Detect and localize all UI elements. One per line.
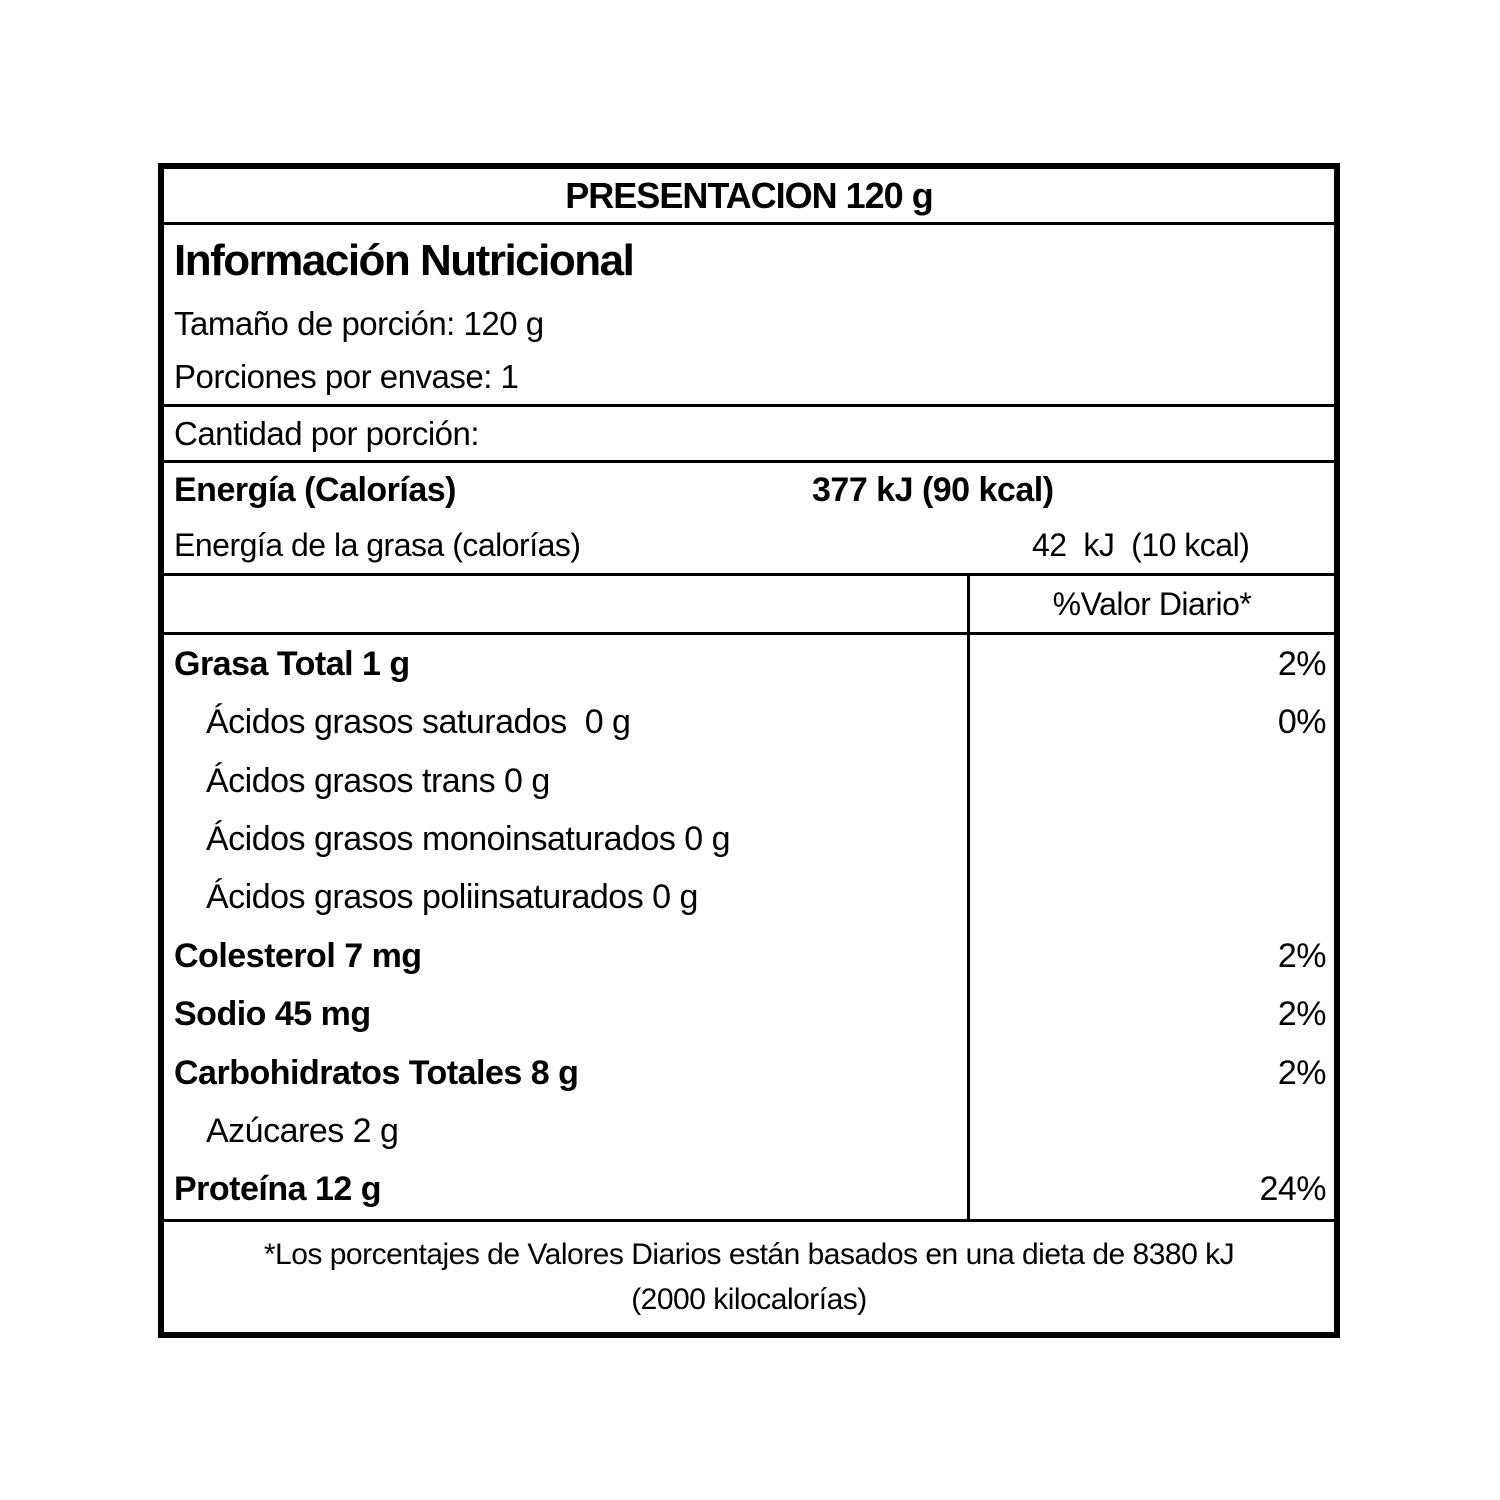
footnote-section: *Los porcentajes de Valores Diarios está… bbox=[164, 1219, 1334, 1332]
table-row: Proteína 12 g 24% bbox=[164, 1160, 1334, 1220]
table-row: Colesterol 7 mg 2% bbox=[164, 927, 1334, 986]
nutrient-label: Ácidos grasos monoinsaturados 0 g bbox=[164, 810, 970, 869]
serving-size-text: Tamaño de porción: 120 g bbox=[174, 304, 544, 342]
nutrient-daily-value bbox=[970, 752, 1334, 810]
table-row: Carbohidratos Totales 8 g 2% bbox=[164, 1043, 1334, 1103]
presentation-header: PRESENTACION 120 g bbox=[164, 169, 1334, 225]
table-row: Azúcares 2 g bbox=[164, 1102, 1334, 1161]
servings-per-container-text: Porciones por envase: 1 bbox=[174, 357, 519, 395]
nutrient-label: Grasa Total 1 g bbox=[164, 635, 970, 694]
nutrient-label: Azúcares 2 g bbox=[164, 1102, 970, 1161]
footnote-line-1: *Los porcentajes de Valores Diarios está… bbox=[263, 1237, 1235, 1271]
nutrient-daily-value: 2% bbox=[1277, 995, 1327, 1034]
nutrition-facts-table: PRESENTACION 120 g Información Nutricion… bbox=[158, 163, 1340, 1338]
energy-fat-row: Energía de la grasa (calorías) 42 kJ (10… bbox=[164, 518, 1334, 573]
presentation-text: PRESENTACION 120 g bbox=[565, 174, 933, 216]
nutrient-label: Ácidos grasos saturados 0 g bbox=[164, 693, 970, 752]
nutrient-label: Proteína 12 g bbox=[164, 1160, 970, 1220]
info-section: Información Nutricional Tamaño de porció… bbox=[164, 225, 1334, 407]
table-row: Sodio 45 mg 2% bbox=[164, 985, 1334, 1044]
nutrient-label: Ácidos grasos trans 0 g bbox=[164, 751, 970, 811]
nutrient-daily-value: 2% bbox=[1277, 1053, 1327, 1092]
table-row: Ácidos grasos monoinsaturados 0 g bbox=[164, 810, 1334, 869]
table-row: Ácidos grasos poliinsaturados 0 g bbox=[164, 868, 1334, 928]
energy-value: 377 kJ (90 kcal) bbox=[812, 471, 1054, 509]
energy-section: Energía (Calorías) 377 kJ (90 kcal) Ener… bbox=[164, 463, 1334, 576]
table-row: Ácidos grasos saturados 0 g 0% bbox=[164, 693, 1334, 752]
amount-per-serving-text: Cantidad por porción: bbox=[174, 414, 480, 452]
energy-label: Energía (Calorías) bbox=[174, 471, 456, 509]
daily-value-header-text: %Valor Diario* bbox=[1052, 585, 1252, 622]
table-row: Grasa Total 1 g 2% bbox=[164, 635, 1334, 694]
table-row: Ácidos grasos trans 0 g bbox=[164, 751, 1334, 811]
nutrient-daily-value: 2% bbox=[1277, 936, 1327, 975]
nutrients-section: Grasa Total 1 g 2% Ácidos grasos saturad… bbox=[164, 635, 1334, 1220]
nutrient-daily-value: 2% bbox=[1277, 644, 1327, 683]
nutrient-label: Colesterol 7 mg bbox=[164, 927, 970, 986]
nutrient-daily-value: 0% bbox=[1277, 703, 1327, 742]
nutrient-label: Carbohidratos Totales 8 g bbox=[164, 1043, 970, 1103]
nutrient-label: Ácidos grasos poliinsaturados 0 g bbox=[164, 868, 970, 928]
daily-value-header-row: %Valor Diario* bbox=[164, 576, 1334, 635]
nutrient-daily-value bbox=[970, 1102, 1334, 1160]
label-title: Información Nutricional bbox=[174, 236, 635, 285]
energy-fat-value: 42 kJ (10 kcal) bbox=[1032, 527, 1250, 563]
amount-per-serving-row: Cantidad por porción: bbox=[164, 407, 1334, 463]
energy-fat-label: Energía de la grasa (calorías) bbox=[174, 527, 581, 563]
nutrient-daily-value: 24% bbox=[1259, 1170, 1326, 1209]
nutrient-label: Sodio 45 mg bbox=[164, 985, 970, 1044]
energy-row: Energía (Calorías) 377 kJ (90 kcal) bbox=[164, 463, 1334, 518]
footnote-line-2: (2000 kilocalorías) bbox=[631, 1282, 867, 1316]
nutrient-daily-value bbox=[970, 869, 1334, 927]
daily-value-header-empty-cell bbox=[164, 576, 970, 632]
nutrient-daily-value bbox=[970, 810, 1334, 868]
